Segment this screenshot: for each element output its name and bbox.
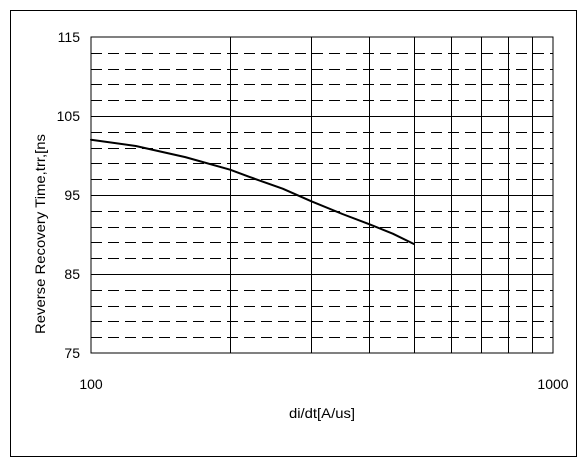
x-axis-label: di/dt[A/us] [289,405,355,421]
plot-area-border [90,36,554,354]
y-tick-label: 85 [64,266,80,282]
y-tick-label: 95 [64,187,80,203]
x-tick-label: 1000 [537,376,568,392]
y-axis-label: Reverse Recovery Time,trr,[ns [32,134,48,334]
y-tick-labels: 75 85 95 105 115 [57,29,81,361]
y-tick-label: 115 [58,29,81,45]
x-tick-label: 100 [79,376,103,392]
series-line [90,138,415,245]
x-tick-labels: 100 1000 [79,376,568,392]
grid [91,37,553,353]
series-layer [90,138,415,245]
y-tick-label: 75 [64,345,80,361]
y-tick-label: 105 [57,108,81,124]
